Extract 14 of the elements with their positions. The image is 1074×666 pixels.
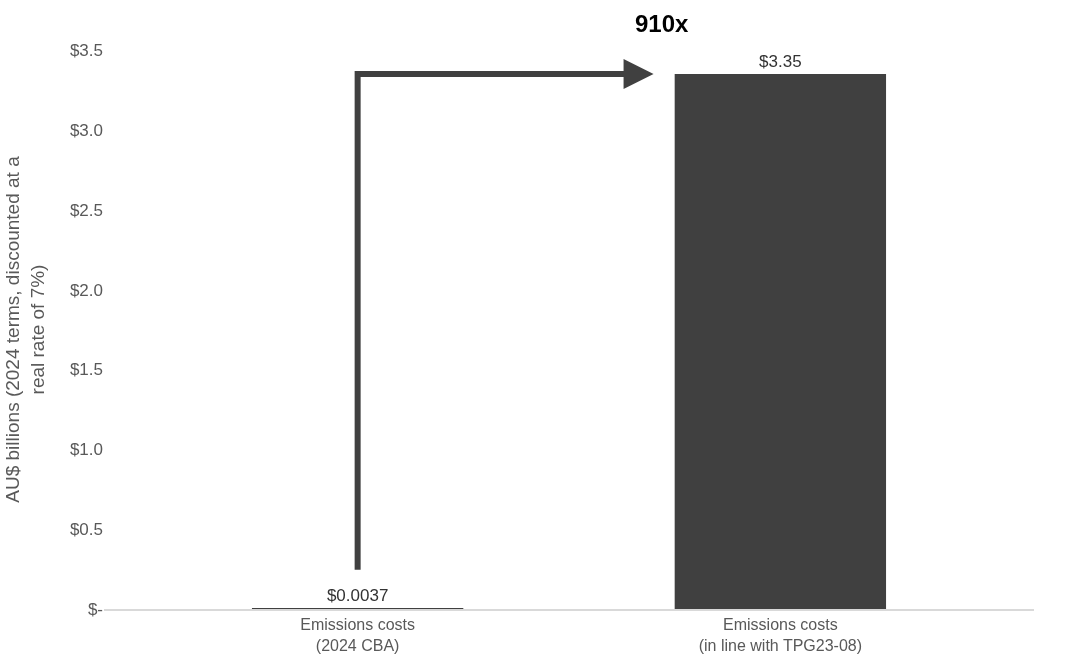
data-label: $0.0037 <box>326 586 389 605</box>
text: 910x <box>635 10 690 37</box>
y-tick-label: $0.5 <box>69 520 103 540</box>
x-tick-label: Emissions costs (2024 CBA) <box>300 615 415 654</box>
y-tick-label: $3.5 <box>69 40 103 60</box>
y-tick-label: $2.5 <box>69 200 103 220</box>
data-label: $3.35 <box>759 51 802 71</box>
y-tick-label: $1.0 <box>69 440 103 460</box>
y-tick-label: $2.0 <box>69 280 103 300</box>
y-axis-title: AU$ billions (2024 terms, discounted at a real rate of 7%) <box>2 155 48 503</box>
x-tick-label: Emissions costs (in line with TPG23-08) <box>698 615 863 654</box>
y-tick-label: $3.0 <box>69 120 103 140</box>
y-tick-label: $1.5 <box>69 360 103 380</box>
y-tick-label: $- <box>87 599 103 619</box>
